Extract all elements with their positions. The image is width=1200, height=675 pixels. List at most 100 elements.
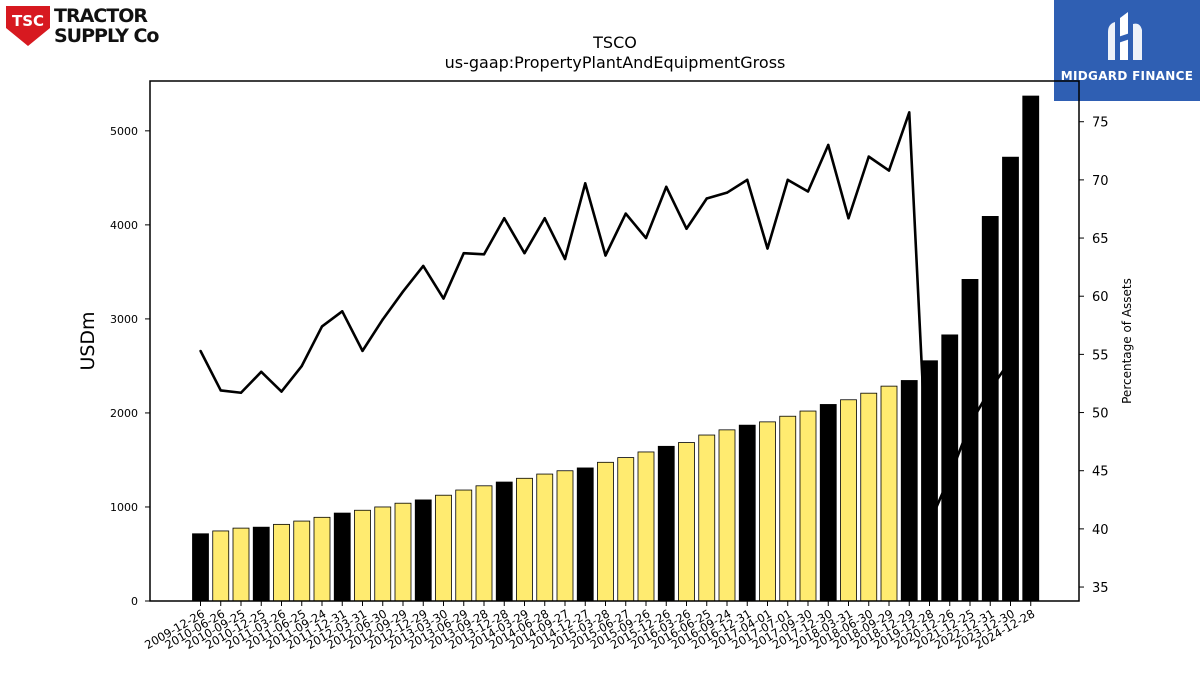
bar-2015-06-27 bbox=[617, 457, 635, 602]
bar-2017-07-01 bbox=[779, 415, 797, 602]
line-point-2021-12-25 bbox=[968, 422, 972, 426]
bar-2017-12-30 bbox=[819, 404, 837, 602]
line-point-2012-12-29 bbox=[422, 264, 425, 268]
bar-2024-12-28 bbox=[1022, 95, 1040, 602]
bar-2012-03-31 bbox=[354, 509, 371, 602]
y2-tick-label: 60 bbox=[1092, 290, 1109, 305]
y-axis-label: USDm bbox=[77, 311, 99, 370]
bar-2016-12-31 bbox=[738, 424, 756, 602]
line-point-2020-12-26 bbox=[948, 475, 951, 478]
tsc-badge-text: TSC bbox=[12, 12, 44, 30]
y2-tick-label: 65 bbox=[1092, 232, 1109, 247]
bar-2018-12-29 bbox=[900, 380, 918, 602]
line-point-2019-12-28 bbox=[928, 521, 931, 525]
bar-2013-06-29 bbox=[455, 489, 473, 602]
line-point-2016-03-26 bbox=[685, 227, 688, 230]
bar-2014-06-28 bbox=[536, 473, 554, 602]
chart-title: TSCO bbox=[592, 33, 637, 52]
line-point-2013-09-28 bbox=[482, 253, 486, 256]
bar-2018-06-30 bbox=[860, 392, 878, 602]
line-point-2017-09-30 bbox=[806, 190, 810, 193]
line-point-2017-04-01 bbox=[766, 247, 769, 250]
y2-axis-label: Percentage of Assets bbox=[1120, 278, 1134, 404]
line-point-2018-06-30 bbox=[867, 155, 870, 158]
bar-2018-09-29 bbox=[880, 385, 898, 602]
bar-2011-12-31 bbox=[333, 512, 351, 602]
line-point-2012-03-31 bbox=[361, 349, 364, 353]
bar-2014-09-27 bbox=[556, 470, 574, 602]
x-axis: 2009-12-262010-06-262010-09-252010-12-25… bbox=[142, 601, 1037, 652]
line-point-2013-03-30 bbox=[442, 297, 445, 300]
tsc-word-line1: TRACTOR bbox=[54, 5, 148, 27]
y-tick-label: 5000 bbox=[110, 125, 138, 138]
bar-2011-09-24 bbox=[313, 516, 331, 602]
line-point-2012-09-29 bbox=[401, 290, 405, 293]
line-point-2017-12-30 bbox=[827, 143, 830, 147]
bars-layer bbox=[192, 95, 1040, 602]
y2-tick-label: 45 bbox=[1092, 465, 1109, 480]
bar-2012-09-29 bbox=[394, 502, 412, 602]
line-point-2013-12-28 bbox=[503, 217, 506, 220]
line-point-2014-09-27 bbox=[563, 257, 567, 261]
bar-2012-12-29 bbox=[414, 499, 432, 602]
bar-2016-09-24 bbox=[718, 429, 736, 602]
bar-2023-12-30 bbox=[1002, 156, 1019, 602]
y-axis-right: 35 40 45 50 55 60 65 70 75 bbox=[1079, 116, 1109, 596]
line-point-2018-09-29 bbox=[887, 169, 891, 172]
bar-2009-12-26 bbox=[192, 533, 209, 602]
y-tick-label: 1000 bbox=[110, 501, 138, 514]
bar-2014-12-27 bbox=[576, 467, 594, 602]
bar-2012-06-30 bbox=[374, 506, 392, 602]
line-point-2010-09-25 bbox=[239, 391, 243, 394]
line-point-2016-09-24 bbox=[725, 191, 729, 194]
bar-2010-09-25 bbox=[232, 527, 250, 602]
line-point-2013-06-29 bbox=[462, 251, 465, 255]
line-point-2022-12-31 bbox=[989, 388, 992, 391]
bar-2013-12-28 bbox=[495, 481, 513, 602]
bar-2011-03-26 bbox=[273, 523, 290, 602]
line-point-2011-03-26 bbox=[280, 390, 283, 393]
y-tick-label: 3000 bbox=[110, 313, 138, 326]
bar-2015-03-28 bbox=[597, 461, 614, 602]
y-tick-label: 4000 bbox=[110, 219, 138, 232]
bar-2017-04-01 bbox=[759, 421, 776, 602]
bar-2011-06-25 bbox=[293, 520, 311, 602]
y2-tick-label: 55 bbox=[1092, 348, 1109, 363]
line-point-2018-03-31 bbox=[847, 217, 850, 220]
line-point-2017-07-01 bbox=[786, 178, 789, 182]
line-point-2014-12-27 bbox=[584, 182, 587, 185]
y2-tick-label: 40 bbox=[1092, 523, 1109, 538]
bar-2014-03-29 bbox=[516, 477, 533, 602]
y-tick-label: 0 bbox=[131, 595, 138, 608]
line-point-2023-12-30 bbox=[1009, 358, 1012, 362]
bar-2016-03-26 bbox=[678, 442, 695, 602]
line-point-2010-06-26 bbox=[219, 389, 222, 392]
line-point-2015-09-26 bbox=[644, 236, 648, 240]
y2-tick-label: 75 bbox=[1092, 116, 1109, 131]
bar-2010-06-26 bbox=[212, 530, 230, 602]
line-point-2009-12-26 bbox=[199, 349, 202, 353]
line-point-2010-12-25 bbox=[260, 370, 263, 374]
y2-tick-label: 70 bbox=[1092, 174, 1109, 189]
line-point-2014-06-28 bbox=[543, 217, 546, 220]
bar-2010-12-25 bbox=[252, 526, 270, 602]
chart-subtitle: us-gaap:PropertyPlantAndEquipmentGross bbox=[445, 53, 786, 72]
bar-2018-03-31 bbox=[840, 399, 857, 602]
line-point-2015-06-27 bbox=[624, 212, 627, 215]
y2-tick-label: 35 bbox=[1092, 581, 1109, 596]
bar-2022-12-31 bbox=[981, 216, 999, 602]
y-axis-left: 0 1000 2000 3000 4000 5000 bbox=[110, 125, 150, 608]
midgard-emblem-icon bbox=[1108, 12, 1142, 61]
tsc-badge-icon: TSC bbox=[6, 6, 50, 46]
line-point-2015-12-26 bbox=[665, 185, 668, 189]
line-layer bbox=[199, 111, 1012, 525]
tractor-supply-logo: TSC TRACTOR SUPPLY Co bbox=[6, 4, 164, 48]
bar-2013-09-28 bbox=[475, 485, 493, 602]
plot-frame bbox=[149, 80, 1080, 602]
bar-2015-09-26 bbox=[637, 451, 655, 602]
line-point-2014-03-29 bbox=[523, 251, 526, 255]
bar-2016-06-25 bbox=[698, 434, 716, 602]
tsc-word-line2: SUPPLY Co bbox=[54, 25, 159, 47]
line-point-2011-06-25 bbox=[300, 364, 303, 368]
